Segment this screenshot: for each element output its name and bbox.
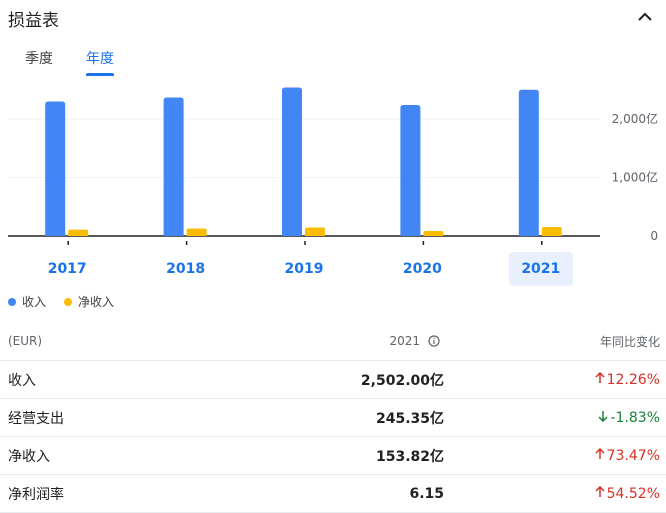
year-column-header: 2021: [389, 322, 440, 360]
arrow-up-icon: [595, 485, 605, 502]
row-label: 净利润率: [8, 486, 64, 503]
bar-net-income[interactable]: [305, 227, 325, 236]
arrow-down-icon: [598, 410, 608, 426]
arrow-up-icon: [595, 371, 605, 388]
period-tabs: 季度 年度: [0, 48, 200, 80]
tab-quarterly[interactable]: 季度: [25, 51, 53, 67]
row-change: -1.83%: [598, 399, 660, 436]
arrow-up-icon: [595, 447, 605, 464]
income-statement-header: 损益表: [0, 0, 666, 36]
financial-table: (EUR) 2021 年同比变化 收入 2,502.00亿 12.26% 经营支出 24…: [0, 322, 666, 513]
tab-annual[interactable]: 年度: [86, 48, 114, 76]
bar-revenue[interactable]: [400, 105, 421, 236]
chart-legend: 收入 净收入: [8, 293, 132, 310]
tab-annual-label: 年度: [86, 51, 114, 67]
bar-revenue[interactable]: [45, 101, 66, 237]
row-change-value: -1.83%: [610, 409, 660, 426]
table-header-row: (EUR) 2021 年同比变化: [0, 322, 666, 361]
y-tick-label: 1,000亿: [612, 170, 658, 185]
legend-label-net-income: 净收入: [78, 295, 115, 309]
y-tick-label: 0: [650, 229, 658, 243]
income-bar-chart: 0 1,000亿 2,000亿: [8, 87, 658, 245]
table-body: 收入 2,502.00亿 12.26% 经营支出 245.35亿 -1.83% 净收入 153…: [0, 361, 666, 513]
legend-dot-net-income: [64, 297, 73, 306]
row-value: 153.82亿: [375, 448, 444, 465]
section-title: 损益表: [8, 11, 59, 31]
table-row: 收入 2,502.00亿 12.26%: [0, 361, 666, 399]
year-button-2020[interactable]: 2020: [402, 261, 442, 277]
year-column-label: 2021: [389, 334, 420, 348]
bar-net-income[interactable]: [68, 229, 89, 236]
bar-net-income[interactable]: [186, 228, 207, 236]
active-tab-indicator: [86, 73, 114, 76]
row-change: 73.47%: [595, 437, 660, 474]
y-tick-label: 2,000亿: [612, 111, 658, 126]
legend-item-revenue: 收入: [8, 293, 46, 310]
year-button-2019[interactable]: 2019: [284, 261, 324, 277]
yoy-change-header: 年同比变化: [599, 334, 660, 349]
row-change-value: 12.26%: [606, 371, 660, 388]
bar-revenue[interactable]: [282, 87, 302, 236]
info-icon[interactable]: [428, 335, 440, 347]
year-button-2018[interactable]: 2018: [166, 261, 206, 277]
row-change: 54.52%: [595, 475, 660, 512]
row-change-value: 54.52%: [606, 485, 660, 502]
legend-dot-revenue: [8, 297, 16, 306]
table-row: 净收入 153.82亿 73.47%: [0, 437, 666, 475]
row-value: 2,502.00亿: [360, 372, 444, 389]
bar-net-income[interactable]: [423, 231, 444, 236]
legend-label-revenue: 收入: [22, 295, 47, 309]
row-label: 经营支出: [8, 410, 64, 427]
row-value: 6.15: [409, 485, 444, 502]
legend-item-net-income: 净收入: [64, 293, 114, 310]
year-button-2017[interactable]: 2017: [47, 261, 87, 277]
table-row: 净利润率 6.15 54.52%: [0, 475, 666, 513]
bar-net-income[interactable]: [541, 227, 562, 236]
year-button-2021[interactable]: 2021: [508, 252, 573, 286]
chevron-up-icon[interactable]: [634, 6, 656, 28]
row-label: 净收入: [8, 448, 50, 465]
bar-revenue[interactable]: [518, 89, 539, 236]
table-row: 经营支出 245.35亿 -1.83%: [0, 399, 666, 437]
currency-label: (EUR): [8, 334, 43, 348]
row-change-value: 73.47%: [606, 447, 660, 464]
row-change: 12.26%: [595, 361, 660, 398]
row-label: 收入: [8, 372, 36, 389]
bar-revenue[interactable]: [163, 97, 184, 236]
row-value: 245.35亿: [375, 410, 444, 427]
